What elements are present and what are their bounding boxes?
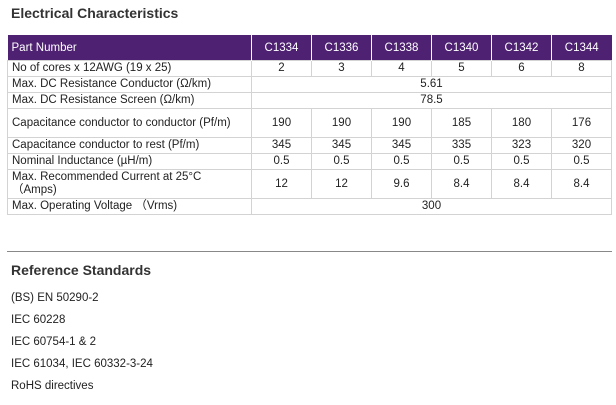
cell-value: 12 <box>311 169 372 199</box>
standard-item: IEC 61034, IEC 60332-3-24 <box>11 358 153 370</box>
cell-value: 176 <box>551 108 612 138</box>
cell-value: 190 <box>251 108 312 138</box>
cell-value: 0.5 <box>491 153 552 170</box>
cell-value: 0.5 <box>431 153 492 170</box>
reference-standards-list: (BS) EN 50290-2 IEC 60228 IEC 60754-1 & … <box>11 287 153 397</box>
row-label: Max. Operating Voltage （Vrms) <box>7 198 252 215</box>
row-label: Capacitance conductor to conductor (Pf/m… <box>7 108 252 138</box>
table-row: Capacitance conductor to rest (Pf/m) 345… <box>7 137 612 154</box>
reference-standards-heading: Reference Standards <box>11 262 152 278</box>
table-row: Nominal Inductance (µH/m) 0.5 0.5 0.5 0.… <box>7 153 612 170</box>
column-header: C1340 <box>431 35 492 61</box>
table-row: Capacitance conductor to conductor (Pf/m… <box>7 108 612 138</box>
cell-value: 335 <box>431 137 492 154</box>
column-header: C1336 <box>311 35 372 61</box>
cell-value: 9.6 <box>371 169 432 199</box>
table-row: Max. Operating Voltage （Vrms) 300 <box>7 198 612 215</box>
table-header-row: Part Number C1334 C1336 C1338 C1340 C134… <box>7 35 612 61</box>
cell-value: 3 <box>311 60 372 77</box>
column-header: C1338 <box>371 35 432 61</box>
section-divider <box>7 251 612 252</box>
row-label: Max. DC Resistance Screen (Ω/km) <box>7 92 252 109</box>
row-label: Capacitance conductor to rest (Pf/m) <box>7 137 252 154</box>
shared-value: 78.5 <box>251 92 612 109</box>
table-row: Max. Recommended Current at 25°C （Amps) … <box>7 169 612 199</box>
electrical-characteristics-table: Part Number C1334 C1336 C1338 C1340 C134… <box>7 35 612 215</box>
shared-value: 5.61 <box>251 76 612 93</box>
shared-value: 300 <box>251 198 612 215</box>
cell-value: 323 <box>491 137 552 154</box>
row-label: Max. DC Resistance Conductor (Ω/km) <box>7 76 252 93</box>
standard-item: IEC 60754-1 & 2 <box>11 336 97 348</box>
electrical-characteristics-heading: Electrical Characteristics <box>11 5 179 21</box>
cell-value: 180 <box>491 108 552 138</box>
cell-value: 12 <box>251 169 312 199</box>
cell-value: 8.4 <box>491 169 552 199</box>
standard-item: (BS) EN 50290-2 <box>11 292 99 304</box>
table-row: No of cores x 12AWG (19 x 25) 2 3 4 5 6 … <box>7 60 612 77</box>
row-label: Max. Recommended Current at 25°C （Amps) <box>7 169 252 199</box>
part-number-header: Part Number <box>7 35 252 61</box>
cell-value: 320 <box>551 137 612 154</box>
standard-item: RoHS directives <box>11 380 94 392</box>
row-label: No of cores x 12AWG (19 x 25) <box>7 60 252 77</box>
cell-value: 190 <box>371 108 432 138</box>
cell-value: 0.5 <box>311 153 372 170</box>
column-header: C1342 <box>491 35 552 61</box>
table-row: Max. DC Resistance Screen (Ω/km) 78.5 <box>7 92 612 109</box>
cell-value: 6 <box>491 60 552 77</box>
cell-value: 185 <box>431 108 492 138</box>
cell-value: 0.5 <box>251 153 312 170</box>
standard-item: IEC 60228 <box>11 314 66 326</box>
cell-value: 2 <box>251 60 312 77</box>
table-row: Max. DC Resistance Conductor (Ω/km) 5.61 <box>7 76 612 93</box>
column-header: C1334 <box>251 35 312 61</box>
cell-value: 0.5 <box>371 153 432 170</box>
cell-value: 8 <box>551 60 612 77</box>
cell-value: 0.5 <box>551 153 612 170</box>
cell-value: 345 <box>311 137 372 154</box>
cell-value: 190 <box>311 108 372 138</box>
column-header: C1344 <box>551 35 612 61</box>
cell-value: 345 <box>251 137 312 154</box>
cell-value: 5 <box>431 60 492 77</box>
row-label: Nominal Inductance (µH/m) <box>7 153 252 170</box>
cell-value: 4 <box>371 60 432 77</box>
cell-value: 8.4 <box>431 169 492 199</box>
cell-value: 345 <box>371 137 432 154</box>
cell-value: 8.4 <box>551 169 612 199</box>
